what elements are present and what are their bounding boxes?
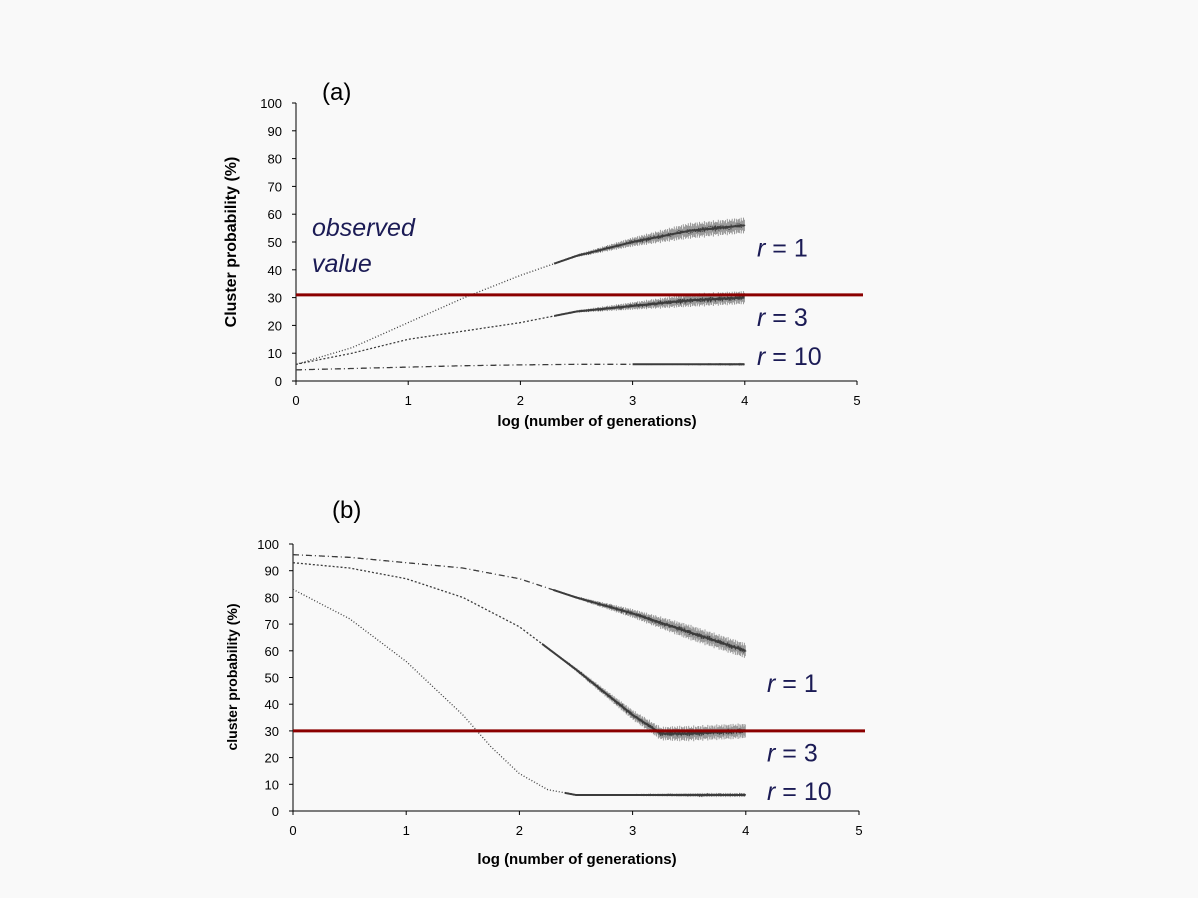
x-tick-label: 5 <box>855 823 862 838</box>
y-axis-label: Cluster probability (%) <box>223 157 240 328</box>
y-tick-label: 30 <box>265 724 279 739</box>
y-tick-label: 10 <box>265 777 279 792</box>
y-tick-label: 50 <box>268 235 282 250</box>
series-label: r = 10 <box>767 778 832 806</box>
series-label-value: = 3 <box>775 739 817 767</box>
y-tick-label: 80 <box>265 590 279 605</box>
series-1: r = 1 <box>293 554 818 698</box>
series-line <box>292 588 747 798</box>
x-tick-label: 1 <box>405 393 412 408</box>
series-label-variable: r <box>767 739 777 767</box>
series-label-variable: r <box>757 235 767 263</box>
series-label: r = 3 <box>757 304 808 332</box>
x-tick-label: 2 <box>516 823 523 838</box>
series-line <box>293 554 747 654</box>
series-label: r = 10 <box>757 343 822 371</box>
y-tick-label: 70 <box>265 617 279 632</box>
series-line <box>296 362 746 371</box>
panel-label: (b) <box>332 497 361 524</box>
series-label-value: = 1 <box>775 670 817 698</box>
panel-label: (a) <box>322 79 351 106</box>
y-tick-label: 30 <box>268 291 282 306</box>
series-3: r = 10 <box>292 588 832 806</box>
x-tick-label: 5 <box>853 393 860 408</box>
y-tick-label: 70 <box>268 179 282 194</box>
y-tick-label: 100 <box>257 537 279 552</box>
y-tick-label: 100 <box>260 96 282 111</box>
series-label-variable: r <box>757 343 767 371</box>
y-tick-label: 0 <box>275 374 282 389</box>
x-tick-label: 0 <box>292 393 299 408</box>
chart-panel-b: 0 10 20 30 40 50 60 70 80 90 100 0 1 2 3 4 5 log (number … <box>224 497 865 868</box>
series-line-noisy <box>553 224 745 265</box>
y-tick-label: 40 <box>268 263 282 278</box>
x-tick-label: 1 <box>403 823 410 838</box>
y-tick-label: 20 <box>268 318 282 333</box>
x-tick-label: 0 <box>289 823 296 838</box>
series-line-noisy <box>554 296 745 317</box>
series-line <box>293 562 747 738</box>
y-tick-label: 0 <box>272 804 279 819</box>
series-label-value: = 10 <box>765 343 821 371</box>
series-noise <box>542 644 746 742</box>
y-tick-label: 90 <box>265 564 279 579</box>
y-tick-label: 60 <box>265 644 279 659</box>
x-tick-label: 4 <box>741 393 748 408</box>
annotation-line-2: value <box>312 250 372 278</box>
chart-panel-a: 0 10 20 30 40 50 60 70 80 90 100 0 1 2 3 4 5 log (number … <box>223 79 863 430</box>
series-label-value: = 3 <box>765 304 807 332</box>
annotation-line-1: observed <box>312 214 416 242</box>
series-3: r = 10 <box>296 343 822 371</box>
x-tick-label: 2 <box>517 393 524 408</box>
series-line <box>295 293 746 365</box>
x-axis-label: log (number of generations) <box>477 851 676 868</box>
series-1: r = 1 <box>295 217 808 365</box>
y-tick-label: 20 <box>265 751 279 766</box>
series-label-value: = 10 <box>775 778 831 806</box>
series-label: r = 3 <box>767 739 818 767</box>
y-tick-label: 60 <box>268 207 282 222</box>
series-label-variable: r <box>757 304 767 332</box>
y-tick-label: 40 <box>265 697 279 712</box>
series-label: r = 1 <box>757 235 808 263</box>
y-tick-label: 50 <box>265 671 279 686</box>
y-tick-label: 80 <box>268 152 282 167</box>
series-line-noisy <box>541 643 746 735</box>
y-tick-label: 10 <box>268 346 282 361</box>
x-tick-label: 4 <box>742 823 749 838</box>
series-label-variable: r <box>767 778 777 806</box>
series-noise <box>554 217 745 264</box>
series-line-noisy <box>552 589 746 652</box>
series-line-noisy <box>564 791 746 796</box>
series-label-variable: r <box>767 670 777 698</box>
x-tick-label: 3 <box>629 393 636 408</box>
x-tick-label: 3 <box>629 823 636 838</box>
series-2: r = 3 <box>293 562 818 767</box>
y-tick-label: 90 <box>268 124 282 139</box>
series-2: r = 3 <box>295 291 808 365</box>
series-label: r = 1 <box>767 670 818 698</box>
x-axis-label: log (number of generations) <box>497 413 696 430</box>
series-label-value: = 1 <box>765 235 807 263</box>
y-axis-label: cluster probability (%) <box>224 603 240 750</box>
